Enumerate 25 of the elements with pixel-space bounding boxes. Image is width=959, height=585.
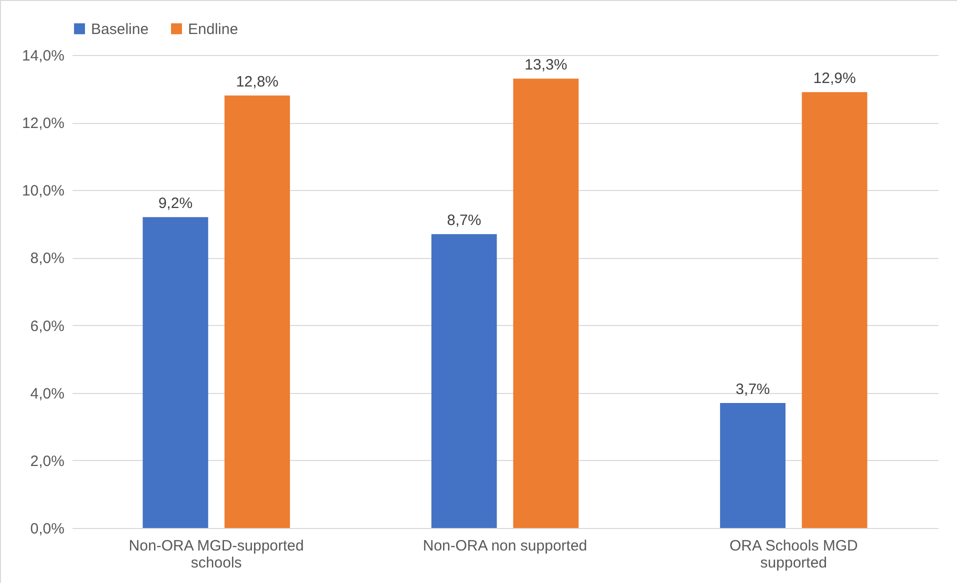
data-label: 12,8% <box>236 74 278 91</box>
y-tick-label: 10,0% <box>22 182 64 200</box>
bar <box>142 217 208 528</box>
x-tick-label: Non-ORA MGD-supported schools <box>128 538 304 572</box>
bar <box>431 234 497 528</box>
bar <box>513 78 579 528</box>
data-label: 3,7% <box>736 380 770 398</box>
legend-label: Endline <box>188 20 238 38</box>
bar <box>802 92 868 528</box>
bar <box>720 402 786 528</box>
y-tick-label: 2,0% <box>30 452 64 470</box>
data-label: 9,2% <box>158 195 193 212</box>
y-tick-label: 14,0% <box>22 48 64 64</box>
bar <box>224 96 290 528</box>
y-tick-label: 8,0% <box>30 250 64 268</box>
legend-label: Baseline <box>91 20 149 38</box>
y-tick-label: 0,0% <box>30 520 64 538</box>
data-label: 12,9% <box>813 70 856 88</box>
y-tick-label: 6,0% <box>30 318 64 335</box>
y-tick-label: 12,0% <box>22 115 64 132</box>
data-label: 8,7% <box>447 212 482 230</box>
y-tick-label: 4,0% <box>30 385 64 402</box>
x-tick-label: ORA Schools MGD supported <box>729 538 858 572</box>
data-label: 13,3% <box>524 56 568 74</box>
x-tick-label: Non-ORA non supported <box>422 538 588 554</box>
